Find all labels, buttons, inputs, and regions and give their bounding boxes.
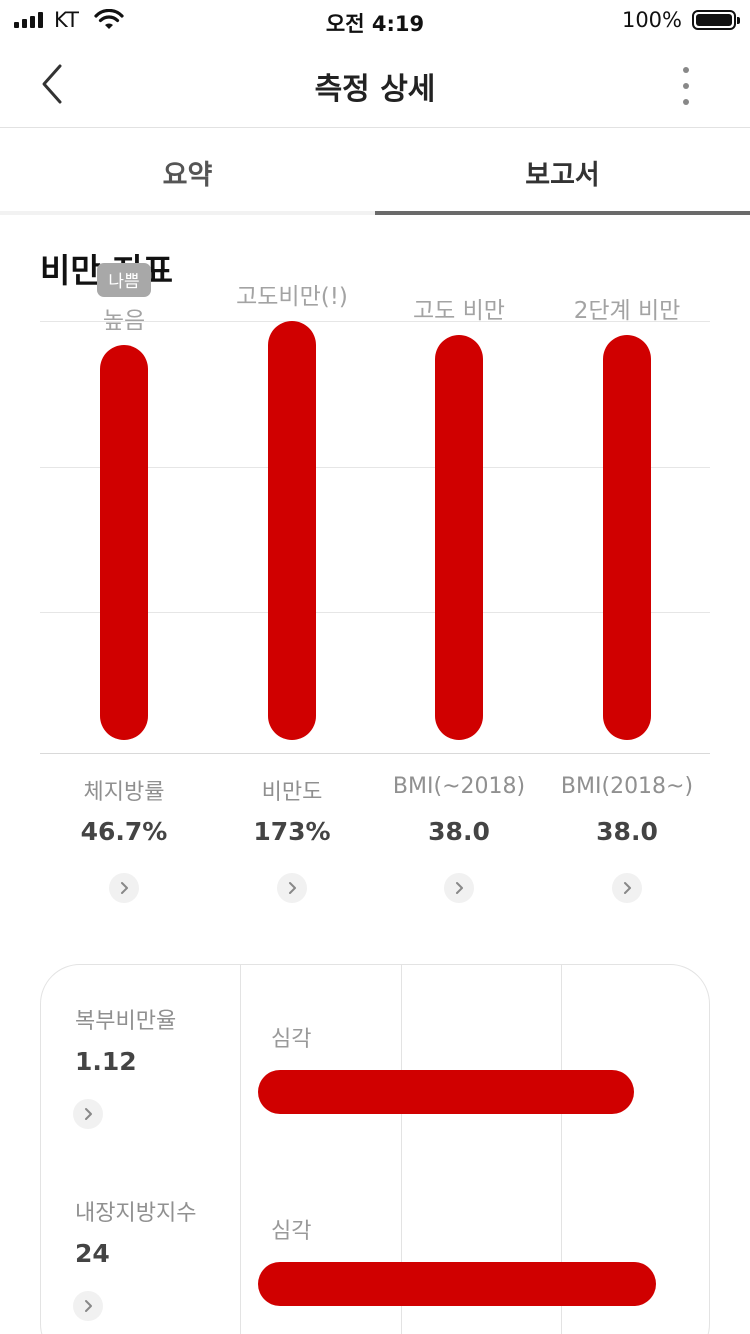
card-level-label: 심각 xyxy=(271,1219,312,1244)
chevron-right-icon xyxy=(289,882,296,894)
card-metric-detail-button[interactable] xyxy=(73,1099,103,1129)
card-metric-name: 내장지방지수 xyxy=(75,1201,197,1226)
card-metric-value: 24 xyxy=(75,1239,110,1268)
bar-level-label: 높음 xyxy=(102,307,146,334)
card-level-label: 심각 xyxy=(271,1027,312,1052)
card-level-bar xyxy=(258,1070,634,1114)
metric-name: 체지방률 xyxy=(83,780,165,805)
metric-name: BMI(2018~) xyxy=(560,774,694,799)
card-metric-name: 복부비만율 xyxy=(75,1009,177,1034)
page-title: 측정 상세 xyxy=(314,72,436,107)
back-button[interactable] xyxy=(30,58,78,110)
metric-value: 38.0 xyxy=(428,817,490,846)
battery-icon xyxy=(692,10,740,30)
metric-detail-button[interactable] xyxy=(444,873,474,903)
metric-name: 비만도 xyxy=(261,780,323,805)
card-column-divider xyxy=(561,965,562,1334)
wifi-icon xyxy=(94,8,124,35)
tab-summary[interactable]: 요약 xyxy=(162,159,213,191)
chevron-right-icon xyxy=(624,882,631,894)
chart-gridline xyxy=(40,467,710,468)
metric-detail-button[interactable] xyxy=(277,873,307,903)
chevron-left-icon xyxy=(42,64,62,104)
battery-percentage: 100% xyxy=(621,8,682,32)
chart-bar xyxy=(603,334,651,740)
metric-value: 46.7% xyxy=(80,817,168,846)
chevron-right-icon xyxy=(85,1300,92,1312)
card-metric-detail-button[interactable] xyxy=(73,1291,103,1321)
chart-bar xyxy=(268,321,316,740)
more-vertical-icon xyxy=(683,67,689,73)
cellular-signal-icon xyxy=(14,12,43,28)
bar-level-label: 고도 비만 xyxy=(413,297,505,324)
detail-card: 복부비만율 1.12 심각 내장지방지수 24 심각 xyxy=(40,964,710,1334)
status-time: 오전 4:19 xyxy=(325,12,425,36)
chevron-right-icon xyxy=(456,882,463,894)
bar-level-label: 고도비만(!) xyxy=(236,284,348,310)
chart-gridline xyxy=(40,321,710,322)
metric-value: 38.0 xyxy=(596,817,658,846)
card-column-divider xyxy=(240,965,241,1334)
chart-bar xyxy=(100,344,148,740)
metric-detail-button[interactable] xyxy=(612,873,642,903)
chevron-right-icon xyxy=(121,882,128,894)
chart-baseline xyxy=(40,753,710,754)
tab-report[interactable]: 보고서 xyxy=(375,129,750,215)
chart-bar xyxy=(435,334,483,740)
bar-level-label: 2단계 비만 xyxy=(573,297,681,324)
metric-name: BMI(~2018) xyxy=(392,774,526,799)
status-bar: KT 오전 4:19 100% xyxy=(0,0,750,40)
chevron-right-icon xyxy=(85,1108,92,1120)
navigation-bar: 측정 상세 xyxy=(0,40,750,128)
tab-bar: 요약 보고서 xyxy=(0,129,750,215)
card-metric-value: 1.12 xyxy=(75,1047,137,1076)
metric-detail-button[interactable] xyxy=(109,873,139,903)
metric-value: 173% xyxy=(253,817,331,846)
card-column-divider xyxy=(401,965,402,1334)
carrier-name: KT xyxy=(54,8,79,32)
more-options-button[interactable] xyxy=(672,64,700,108)
card-level-bar xyxy=(258,1262,656,1306)
tab-track xyxy=(0,211,375,215)
chart-gridline xyxy=(40,612,710,613)
status-badge: 나쁨 xyxy=(97,262,151,297)
